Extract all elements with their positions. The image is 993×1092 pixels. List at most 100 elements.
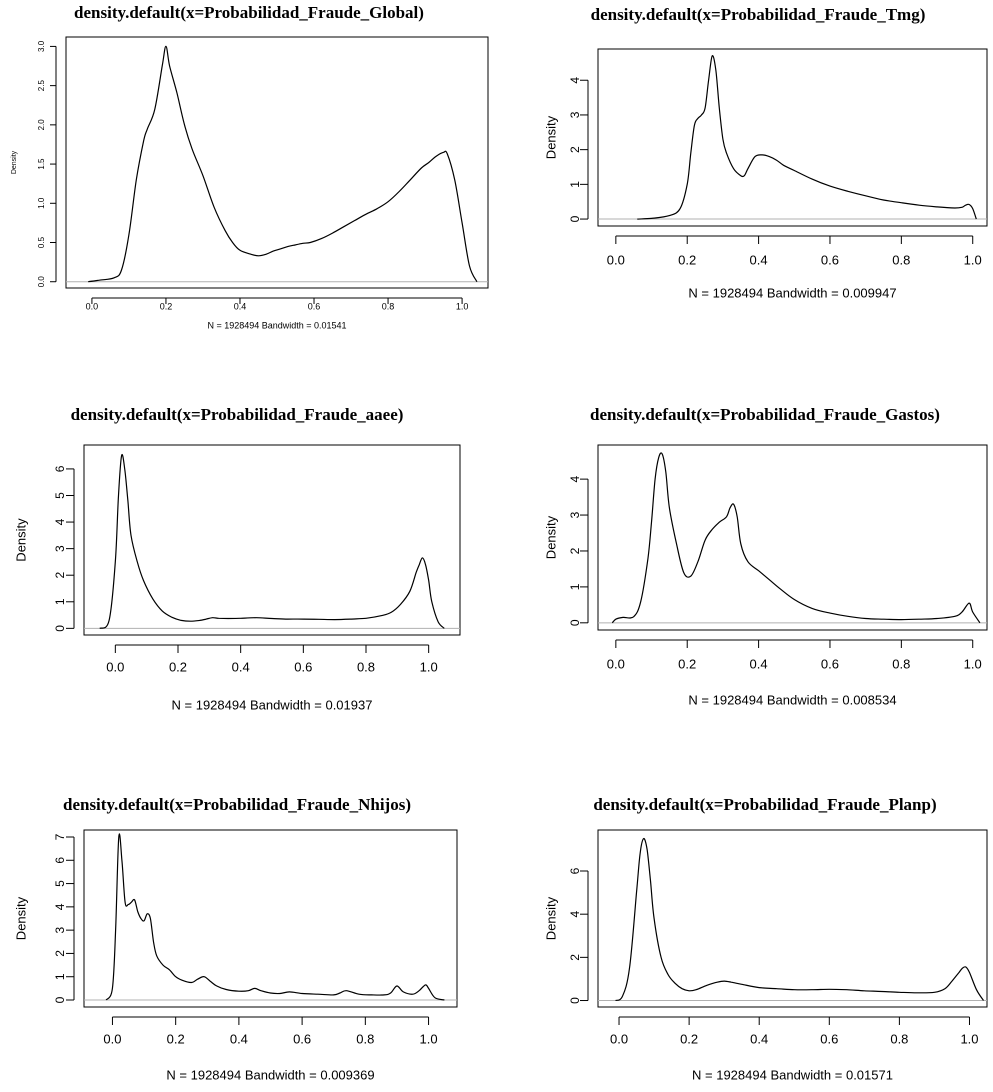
y-tick-label: 7	[53, 833, 67, 840]
x-tick-label: 0.6	[308, 301, 321, 311]
panel-title: density.default(x=Probabilidad_Fraude_Tm…	[591, 5, 926, 24]
y-tick-label: 0	[53, 625, 67, 632]
panel-title: density.default(x=Probabilidad_Fraude_aa…	[71, 405, 404, 424]
x-tick-label: 0.0	[106, 659, 124, 674]
x-tick-label: 0.8	[890, 1031, 908, 1046]
y-tick-label: 0	[53, 996, 67, 1003]
x-tick-label: 0.2	[160, 301, 173, 311]
x-tick-label: 0.4	[750, 656, 768, 671]
y-tick-label: 2.5	[37, 80, 46, 92]
y-tick-label: 0.0	[37, 276, 46, 288]
y-tick-label: 0	[568, 619, 582, 626]
x-tick-label: 0.4	[750, 1031, 768, 1046]
y-tick-label: 3	[53, 926, 67, 933]
x-axis-label: N = 1928494 Bandwidth = 0.01541	[207, 320, 346, 330]
x-axis: 0.0 0.2 0.4 0.6 0.8 1.0	[106, 644, 438, 674]
y-tick-label: 1.0	[37, 197, 46, 209]
y-axis: 0.0 0.5 1.0 1.5 2.0 2.5 3.0	[37, 40, 57, 288]
x-tick-label: 0.8	[892, 656, 910, 671]
y-tick-label: 1	[53, 598, 67, 605]
x-tick-label: 0.8	[382, 301, 395, 311]
x-tick-label: 0.8	[356, 1031, 374, 1046]
density-curve	[611, 452, 981, 624]
plot-frame	[597, 829, 988, 1008]
plot-frame	[597, 444, 988, 631]
x-axis-label: N = 1928494 Bandwidth = 0.01937	[172, 697, 373, 712]
y-tick-label: 6	[568, 867, 582, 874]
y-tick-label: 6	[53, 465, 67, 472]
density-panel-2: density.default(x=Probabilidad_Fraude_Tm…	[543, 5, 988, 300]
x-tick-label: 0.6	[293, 1031, 311, 1046]
y-axis: 0 2 4 6	[568, 867, 589, 1004]
plot-frame	[83, 829, 458, 1008]
x-tick-label: 0.8	[892, 252, 910, 267]
x-tick-label: 1.0	[456, 301, 469, 311]
y-tick-label: 4	[568, 475, 582, 482]
x-tick-label: 1.0	[960, 1031, 978, 1046]
y-tick-label: 4	[568, 77, 582, 84]
y-tick-label: 3	[53, 545, 67, 552]
y-axis: 0 1 2 3 4	[568, 475, 589, 626]
y-tick-label: 1.5	[37, 158, 46, 170]
y-axis-label: Density	[13, 896, 28, 940]
density-panel-1: density.default(x=Probabilidad_Fraude_Gl…	[11, 3, 489, 330]
y-tick-label: 3.0	[37, 40, 46, 52]
y-axis-label: Density	[11, 150, 18, 174]
x-tick-label: 0.0	[103, 1031, 121, 1046]
x-axis: 0.0 0.2 0.4 0.6 0.8 1.0	[607, 639, 982, 671]
density-curve	[615, 837, 984, 1002]
y-tick-label: 2	[568, 146, 582, 153]
x-tick-label: 1.0	[964, 252, 982, 267]
y-tick-label: 2	[53, 572, 67, 579]
panel-title: density.default(x=Probabilidad_Fraude_Gl…	[74, 3, 424, 22]
x-tick-label: 0.6	[294, 659, 312, 674]
x-tick-label: 0.0	[86, 301, 99, 311]
x-axis: 0.0 0.2 0.4 0.6 0.8 1.0	[86, 297, 469, 311]
y-axis-label: Density	[13, 518, 28, 562]
x-tick-label: 0.0	[610, 1031, 628, 1046]
x-tick-label: 0.4	[234, 301, 247, 311]
y-tick-label: 4	[53, 518, 67, 525]
y-tick-label: 2	[568, 547, 582, 554]
panel-title: density.default(x=Probabilidad_Fraude_Nh…	[63, 795, 411, 814]
x-tick-label: 0.8	[357, 659, 375, 674]
y-axis: 0 1 2 3 4 5 6	[53, 465, 75, 632]
y-tick-label: 5	[53, 880, 67, 887]
x-tick-label: 0.2	[678, 252, 696, 267]
x-tick-label: 0.6	[821, 252, 839, 267]
x-tick-label: 0.4	[230, 1031, 248, 1046]
y-tick-label: 0.5	[37, 236, 46, 248]
y-tick-label: 3	[568, 511, 582, 518]
y-tick-label: 3	[568, 111, 582, 118]
x-tick-label: 0.4	[232, 659, 250, 674]
x-tick-label: 0.2	[680, 1031, 698, 1046]
y-tick-label: 6	[53, 857, 67, 864]
x-tick-label: 0.4	[750, 252, 768, 267]
x-axis-label: N = 1928494 Bandwidth = 0.009947	[688, 285, 896, 300]
x-tick-label: 0.2	[167, 1031, 185, 1046]
x-tick-label: 1.0	[964, 656, 982, 671]
x-tick-label: 0.0	[607, 252, 625, 267]
x-axis-label: N = 1928494 Bandwidth = 0.01571	[692, 1067, 893, 1082]
plot-frame	[83, 444, 461, 636]
y-tick-label: 4	[53, 903, 67, 910]
x-axis-label: N = 1928494 Bandwidth = 0.008534	[688, 692, 896, 707]
y-tick-label: 0	[568, 215, 582, 222]
x-tick-label: 1.0	[420, 659, 438, 674]
y-tick-label: 0	[568, 997, 582, 1004]
x-tick-label: 0.0	[607, 656, 625, 671]
y-tick-label: 1	[53, 973, 67, 980]
x-tick-label: 0.2	[169, 659, 187, 674]
y-axis: 0 1 2 3 4 5 6 7	[53, 833, 75, 1003]
y-tick-label: 4	[568, 911, 582, 918]
panel-title: density.default(x=Probabilidad_Fraude_Ga…	[590, 405, 940, 424]
x-axis-label: N = 1928494 Bandwidth = 0.009369	[166, 1067, 374, 1082]
x-tick-label: 0.6	[821, 656, 839, 671]
y-axis: 0 1 2 3 4	[568, 77, 589, 222]
y-axis-label: Density	[543, 896, 558, 940]
y-tick-label: 2.0	[37, 119, 46, 131]
density-panel-3: density.default(x=Probabilidad_Fraude_aa…	[13, 405, 461, 712]
x-tick-label: 1.0	[420, 1031, 438, 1046]
y-tick-label: 5	[53, 492, 67, 499]
